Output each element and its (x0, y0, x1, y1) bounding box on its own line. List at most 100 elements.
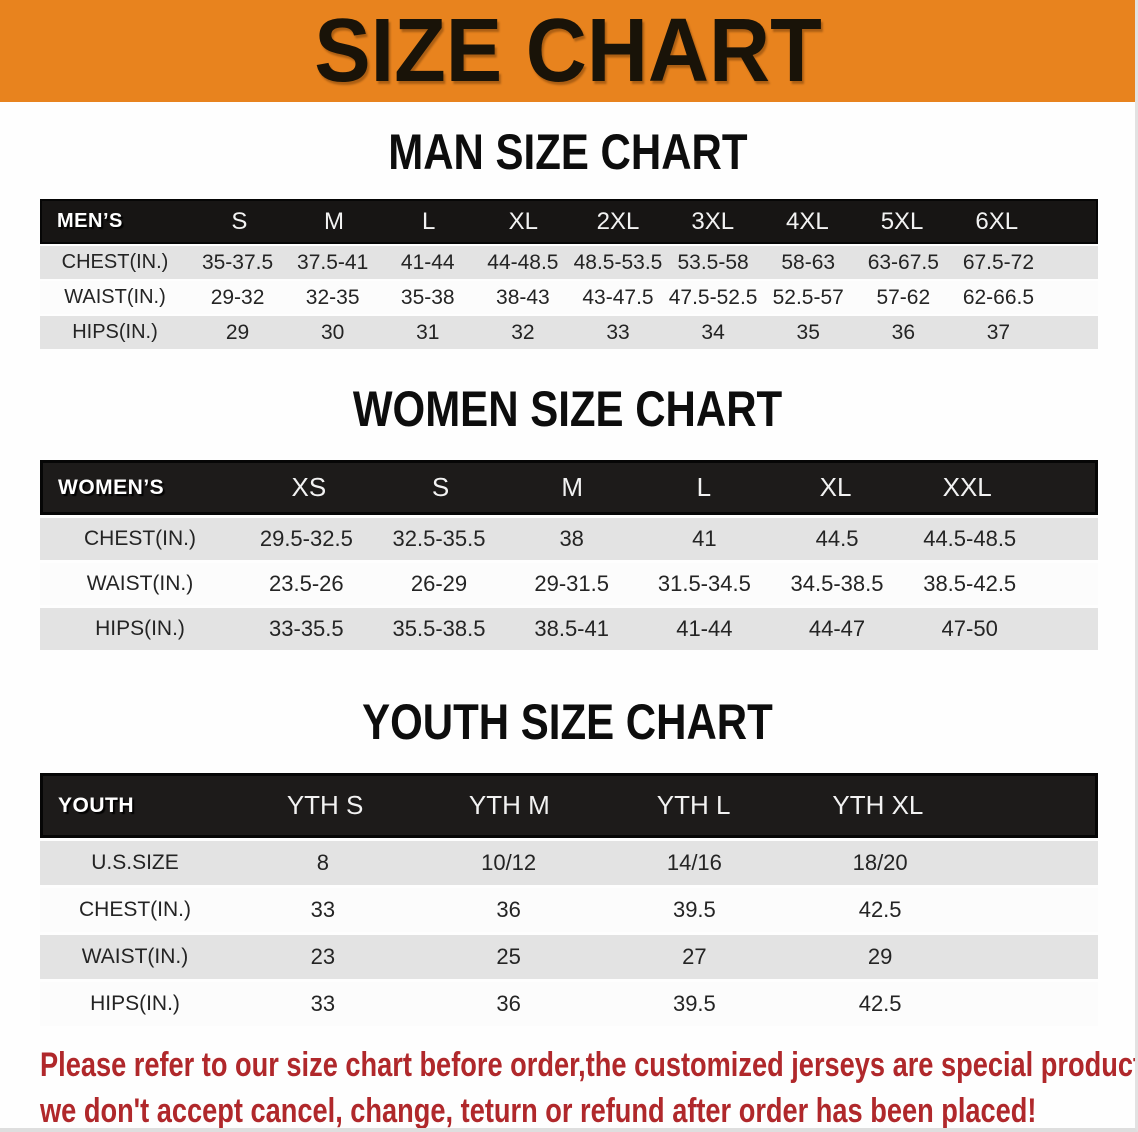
cell-value: 35-38 (400, 285, 455, 309)
section-heading-man: MAN SIZE CHART (387, 124, 748, 180)
table-header-row: WOMEN’S XS S M L XL XXL (40, 460, 1098, 515)
column-header: 3XL (691, 207, 735, 235)
cell-value: 29-32 (210, 285, 265, 309)
cell-value: 18/20 (852, 850, 908, 875)
table-header-row: YOUTH YTH S YTH M YTH L YTH XL (40, 773, 1098, 838)
column-header: 6XL (975, 207, 1019, 235)
row-label: WAIST(IN.) (86, 572, 194, 595)
cell-value: 39.5 (672, 991, 716, 1016)
column-header: XL (819, 472, 852, 502)
section-youth: YOUTH SIZE CHART YOUTH YTH S YTH M YTH L YTH… (0, 697, 1135, 1026)
cell-value: 31.5-34.5 (657, 571, 751, 596)
cell-value: 27 (682, 944, 707, 969)
cell-value: 53.5-58 (677, 250, 749, 274)
cell-value: 33 (310, 991, 336, 1016)
disclaimer-line-2: we don't accept cancel, change, teturn o… (40, 1092, 1037, 1130)
women-size-table: WOMEN’S XS S M L XL XXL CHEST(IN.) 29.5-32.5 32.5… (40, 460, 1098, 650)
column-header: 4XL (786, 207, 829, 235)
section-heading-youth: YOUTH SIZE CHART (362, 694, 773, 750)
cell-value: 32 (511, 320, 535, 344)
row-label: CHEST(IN.) (79, 898, 191, 921)
cell-value: 38 (559, 526, 584, 551)
row-label: U.S.SIZE (91, 851, 179, 874)
table-row: HIPS(IN.) 29 30 31 32 33 34 35 36 37 (40, 316, 1098, 349)
column-header: XS (291, 472, 327, 502)
cell-value: 37.5-41 (297, 250, 369, 274)
table-group-label: MEN’S (57, 210, 123, 232)
column-header: L (696, 472, 712, 502)
column-header: 5XL (880, 207, 924, 235)
cell-value: 44.5-48.5 (923, 526, 1017, 551)
cell-value: 67.5-72 (962, 250, 1035, 274)
table-group-label: YOUTH (58, 793, 134, 817)
column-header: XXL (942, 472, 992, 502)
cell-value: 57-62 (876, 285, 931, 309)
men-size-table: MEN’S S M L XL 2XL 3XL 4XL 5XL 6XL CHEST(IN.) 35-37… (40, 199, 1098, 349)
cell-value: 26-29 (410, 571, 468, 596)
column-header: 2XL (596, 207, 640, 235)
column-header: S (431, 472, 450, 502)
banner-title: SIZE CHART (313, 1, 822, 101)
table-row: WAIST(IN.) 23.5-26 26-29 29-31.5 31.5-34.5 34… (40, 563, 1098, 605)
cell-value: 37 (986, 320, 1011, 344)
row-label: HIPS(IN.) (95, 617, 185, 640)
row-label: WAIST(IN.) (64, 286, 166, 308)
table-row: WAIST(IN.) 23 25 27 29 (40, 935, 1098, 979)
cell-value: 36 (891, 320, 915, 344)
disclaimer: Please refer to our size chart before or… (40, 1042, 1138, 1130)
cell-value: 58-63 (781, 250, 836, 274)
cell-value: 33-35.5 (269, 616, 344, 641)
cell-value: 23.5-26 (269, 571, 344, 596)
column-header: L (422, 207, 436, 235)
cell-value: 36 (496, 991, 521, 1016)
cell-value: 38.5-41 (534, 616, 609, 641)
row-label: CHEST(IN.) (61, 251, 169, 273)
row-label: HIPS(IN.) (90, 992, 180, 1015)
cell-value: 47.5-52.5 (668, 285, 758, 309)
cell-value: 42.5 (858, 897, 902, 922)
cell-value: 41 (692, 526, 717, 551)
cell-value: 29.5-32.5 (259, 526, 353, 551)
cell-value: 29 (867, 944, 893, 969)
cell-value: 44-48.5 (487, 250, 559, 274)
table-row: WAIST(IN.) 29-32 32-35 35-38 38-43 43-47.5 47.… (40, 281, 1098, 314)
cell-value: 10/12 (481, 850, 537, 875)
cell-value: 42.5 (858, 991, 902, 1016)
cell-value: 38.5-42.5 (923, 571, 1017, 596)
cell-value: 35 (796, 320, 820, 344)
cell-value: 8 (316, 850, 329, 875)
cell-value: 47-50 (941, 616, 998, 641)
cell-value: 33 (310, 897, 336, 922)
column-header: XL (508, 207, 539, 235)
column-header: YTH L (656, 790, 731, 820)
table-group-label: WOMEN’S (58, 475, 165, 499)
cell-value: 44.5 (815, 526, 859, 551)
table-header-row: MEN’S S M L XL 2XL 3XL 4XL 5XL 6XL (40, 199, 1098, 244)
section-women: WOMEN SIZE CHART WOMEN’S XS S M L XL XXL CHEST(… (0, 384, 1135, 650)
youth-size-table: YOUTH YTH S YTH M YTH L YTH XL U.S.SIZE 8 10/12… (40, 773, 1098, 1026)
cell-value: 33 (606, 320, 630, 344)
cell-value: 39.5 (672, 897, 716, 922)
section-men: MAN SIZE CHART MEN’S S M L XL 2XL 3XL 4XL 5XL 6XL… (0, 127, 1135, 349)
cell-value: 29-31.5 (534, 571, 609, 596)
cell-value: 48.5-53.5 (573, 250, 663, 274)
row-label: HIPS(IN.) (72, 321, 158, 343)
cell-value: 23 (310, 944, 336, 969)
disclaimer-line-1: Please refer to our size chart before or… (40, 1046, 1138, 1084)
cell-value: 29 (225, 320, 250, 344)
cell-value: 41-44 (400, 250, 455, 274)
table-row: HIPS(IN.) 33-35.5 35.5-38.5 38.5-41 41-44 44-… (40, 608, 1098, 650)
row-label: WAIST(IN.) (81, 945, 189, 968)
section-heading-women: WOMEN SIZE CHART (352, 381, 783, 437)
cell-value: 63-67.5 (867, 250, 939, 274)
column-header: S (231, 207, 248, 235)
cell-value: 35.5-38.5 (392, 616, 486, 641)
cell-value: 43-47.5 (582, 285, 654, 309)
cell-value: 38-43 (496, 285, 550, 309)
cell-value: 41-44 (676, 616, 733, 641)
cell-value: 44-47 (808, 616, 866, 641)
table-row: U.S.SIZE 8 10/12 14/16 18/20 (40, 841, 1098, 885)
cell-value: 14/16 (666, 850, 722, 875)
cell-value: 30 (320, 320, 345, 344)
